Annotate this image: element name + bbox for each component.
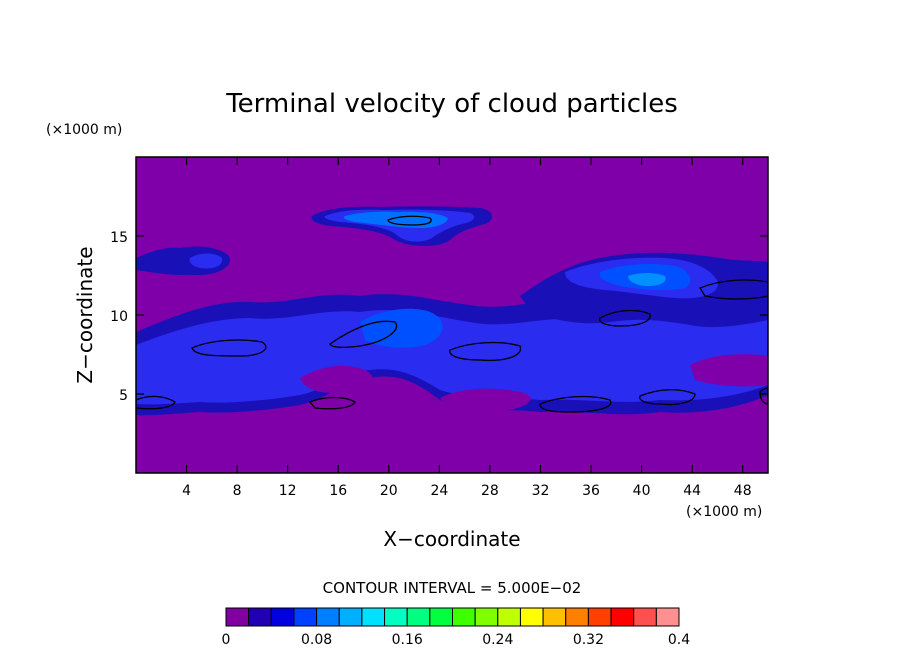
x-tick-label: 8 bbox=[233, 483, 242, 499]
chart-title: Terminal velocity of cloud particles bbox=[225, 89, 678, 119]
dry-pocket-2 bbox=[440, 388, 531, 411]
colorbar-swatch bbox=[384, 607, 408, 627]
x-tick-label: 36 bbox=[582, 483, 600, 499]
colorbar-tick-label: 0.08 bbox=[301, 632, 332, 648]
colorbar-swatch bbox=[452, 607, 476, 627]
colorbar-swatch bbox=[316, 607, 340, 627]
colorbar-swatch bbox=[293, 607, 318, 627]
colorbar-swatch bbox=[361, 607, 386, 627]
colorbar-swatch bbox=[474, 607, 499, 627]
colorbar-swatch bbox=[248, 607, 272, 627]
contour-lines bbox=[136, 215, 768, 413]
x-unit-label: (×1000 m) bbox=[686, 504, 762, 520]
colorbar-swatch bbox=[497, 607, 521, 627]
plot-area bbox=[136, 157, 768, 473]
contour-upper-east-core bbox=[628, 273, 666, 286]
colorbar-swatch bbox=[225, 607, 250, 627]
x-tick-label: 48 bbox=[734, 483, 752, 499]
x-tick-label: 20 bbox=[380, 483, 398, 499]
x-tick-label: 28 bbox=[481, 483, 499, 499]
colorbar-swatch bbox=[338, 607, 363, 627]
x-axis: 4 8 12 16 20 24 28 32 36 40 44 48 bbox=[182, 157, 752, 499]
x-tick-label: 24 bbox=[430, 483, 448, 499]
colorbar-tick-label: 0 bbox=[222, 632, 231, 648]
contour-low-band-mid bbox=[136, 310, 768, 405]
y-axis: 5 10 15 bbox=[110, 230, 768, 404]
y-axis-label: Z−coordinate bbox=[73, 246, 97, 383]
x-tick-label: 40 bbox=[633, 483, 651, 499]
colorbar-tick-label: 0.16 bbox=[392, 632, 423, 648]
colorbar-tick-label: 0.4 bbox=[668, 632, 690, 648]
x-tick-label: 16 bbox=[329, 483, 347, 499]
colorbar-swatch bbox=[633, 607, 657, 627]
colorbar-swatch bbox=[565, 607, 589, 627]
contour-low-band-inner bbox=[360, 308, 443, 348]
colorbar-swatch bbox=[270, 607, 295, 627]
dry-pocket-3 bbox=[690, 354, 768, 387]
colorbar-swatch bbox=[519, 607, 544, 627]
colorbar-ticks: 0 0.08 0.16 0.24 0.32 0.4 bbox=[222, 632, 691, 648]
y-tick-label: 5 bbox=[119, 388, 128, 404]
contour-interval-label: CONTOUR INTERVAL = 5.000E−02 bbox=[323, 579, 582, 597]
colorbar-swatch bbox=[406, 607, 431, 627]
x-tick-label: 44 bbox=[683, 483, 701, 499]
x-tick-label: 12 bbox=[279, 483, 297, 499]
y-tick-label: 10 bbox=[110, 309, 128, 325]
colorbar-tick-label: 0.24 bbox=[482, 632, 513, 648]
colorbar-swatch bbox=[610, 607, 635, 627]
x-tick-label: 4 bbox=[182, 483, 191, 499]
colorbar-swatch bbox=[542, 607, 567, 627]
y-tick-label: 15 bbox=[110, 230, 128, 246]
colorbar-swatch bbox=[429, 607, 454, 627]
x-tick-label: 32 bbox=[532, 483, 550, 499]
colorbar bbox=[225, 607, 680, 627]
colorbar-swatch bbox=[587, 607, 612, 627]
x-axis-label: X−coordinate bbox=[383, 527, 520, 551]
colorbar-tick-label: 0.32 bbox=[573, 632, 604, 648]
dry-pocket-1 bbox=[300, 365, 373, 394]
y-unit-label: (×1000 m) bbox=[46, 122, 122, 138]
colorbar-swatch bbox=[655, 607, 680, 627]
contour-upper-west-inner bbox=[189, 253, 223, 269]
